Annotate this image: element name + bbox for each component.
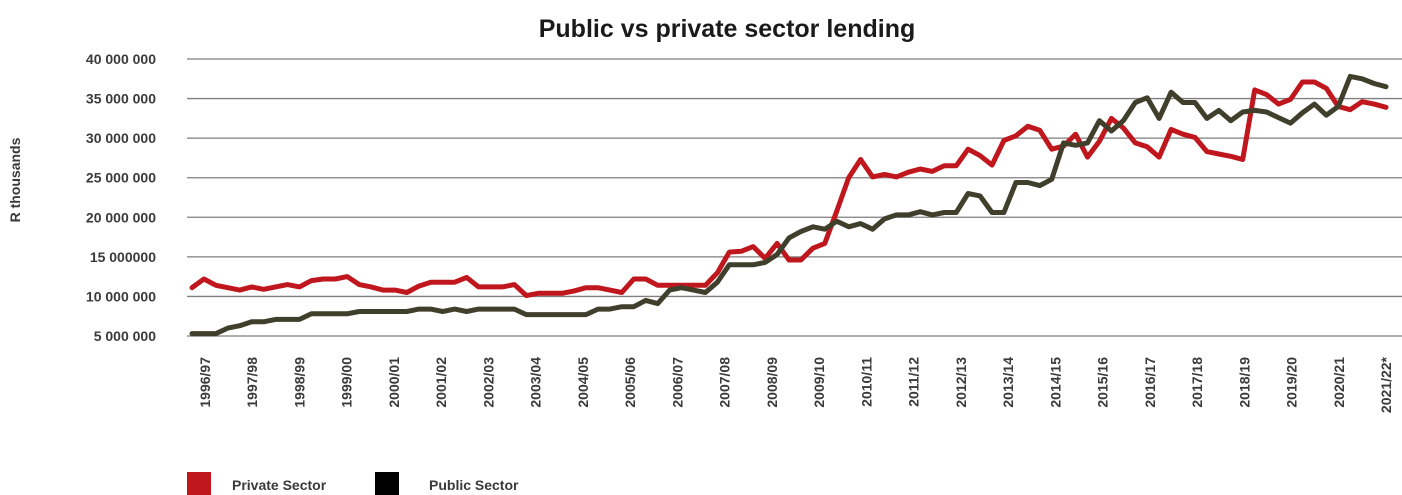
x-tick-label: 2009/10 xyxy=(811,357,827,408)
gridlines xyxy=(187,58,1402,337)
x-tick-label: 2005/06 xyxy=(622,357,638,408)
chart-title: Public vs private sector lending xyxy=(539,15,916,43)
x-tick-label: 2014/15 xyxy=(1047,357,1063,408)
x-tick-label: 2011/12 xyxy=(906,357,922,407)
x-tick-label: 2001/02 xyxy=(433,357,449,408)
x-tick-label: 2015/16 xyxy=(1095,357,1111,408)
x-tick-label: 2004/05 xyxy=(575,357,591,408)
y-tick-label: 10 000 000 xyxy=(86,288,156,304)
y-tick-label: 15 000000 xyxy=(90,249,156,265)
series-lines xyxy=(189,73,1389,337)
x-tick-label: 2021/22* xyxy=(1378,356,1394,413)
legend-label-public-sector: Public Sector xyxy=(429,477,519,493)
legend-label-private-sector: Private Sector xyxy=(232,477,327,493)
x-tick-label: 1999/00 xyxy=(339,357,355,408)
legend-swatch-public-sector xyxy=(375,472,399,495)
legend: Private Sector Public Sector xyxy=(187,472,519,495)
y-axis-ticks: 5 000 000 10 000 000 15 000000 20 000 000 25… xyxy=(86,51,156,344)
y-tick-label: 30 000 000 xyxy=(86,130,156,146)
x-tick-label: 2008/09 xyxy=(764,357,780,408)
x-tick-label: 1998/99 xyxy=(292,357,308,408)
x-tick-label: 2010/11 xyxy=(858,357,874,407)
series-line-public-sector xyxy=(189,73,1389,337)
x-axis-ticks: 1996/97 1997/98 1998/99 1999/00 2000/01 2001/… xyxy=(197,356,1394,413)
y-axis-label: R thousands xyxy=(7,137,23,222)
y-tick-label: 25 000 000 xyxy=(86,170,156,186)
y-tick-label: 35 000 000 xyxy=(86,91,156,107)
x-tick-label: 2013/14 xyxy=(1000,357,1016,408)
y-tick-label: 40 000 000 xyxy=(86,51,156,67)
x-tick-label: 2006/07 xyxy=(669,357,685,408)
y-tick-label: 20 000 000 xyxy=(86,209,156,225)
x-tick-label: 2020/21 xyxy=(1331,357,1347,408)
x-tick-label: 1996/97 xyxy=(197,357,213,408)
x-tick-label: 2017/18 xyxy=(1189,357,1205,408)
x-tick-label: 2012/13 xyxy=(953,357,969,408)
x-tick-label: 1997/98 xyxy=(244,357,260,408)
x-tick-label: 2007/08 xyxy=(717,357,733,408)
legend-swatch-private-sector xyxy=(187,472,211,495)
series-line-private-sector xyxy=(189,79,1389,299)
x-tick-label: 2002/03 xyxy=(480,357,496,408)
x-tick-label: 2019/20 xyxy=(1284,357,1300,408)
y-tick-label: 5 000 000 xyxy=(94,328,156,344)
x-tick-label: 2016/17 xyxy=(1142,357,1158,408)
x-tick-label: 2000/01 xyxy=(386,357,402,408)
x-tick-label: 2018/19 xyxy=(1236,357,1252,408)
x-tick-label: 2003/04 xyxy=(528,357,544,408)
